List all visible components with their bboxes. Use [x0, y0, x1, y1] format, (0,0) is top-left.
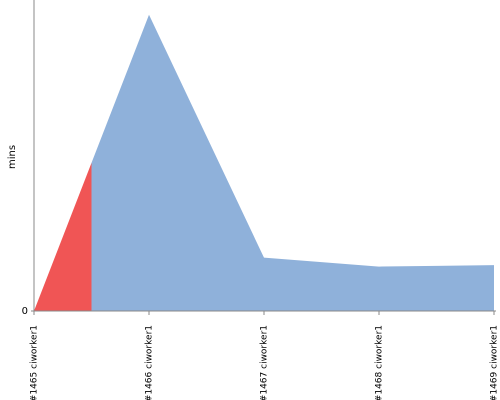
area-segment — [206, 136, 322, 311]
x-tick-label: #1467 ciworker1 — [260, 325, 270, 400]
area-segment — [91, 14, 207, 312]
y-tick-label: 0 — [22, 306, 28, 317]
area-segment — [34, 162, 92, 311]
x-tick-label: #1465 ciworker1 — [30, 325, 40, 400]
area-segment — [436, 265, 494, 311]
y-axis-label: mins — [7, 145, 18, 169]
x-tick-label: #1469 ciworker1 — [490, 325, 500, 400]
x-tick-label: #1468 ciworker1 — [375, 325, 385, 400]
area-segment — [321, 262, 437, 311]
x-tick-label: #1466 ciworker1 — [145, 325, 155, 400]
